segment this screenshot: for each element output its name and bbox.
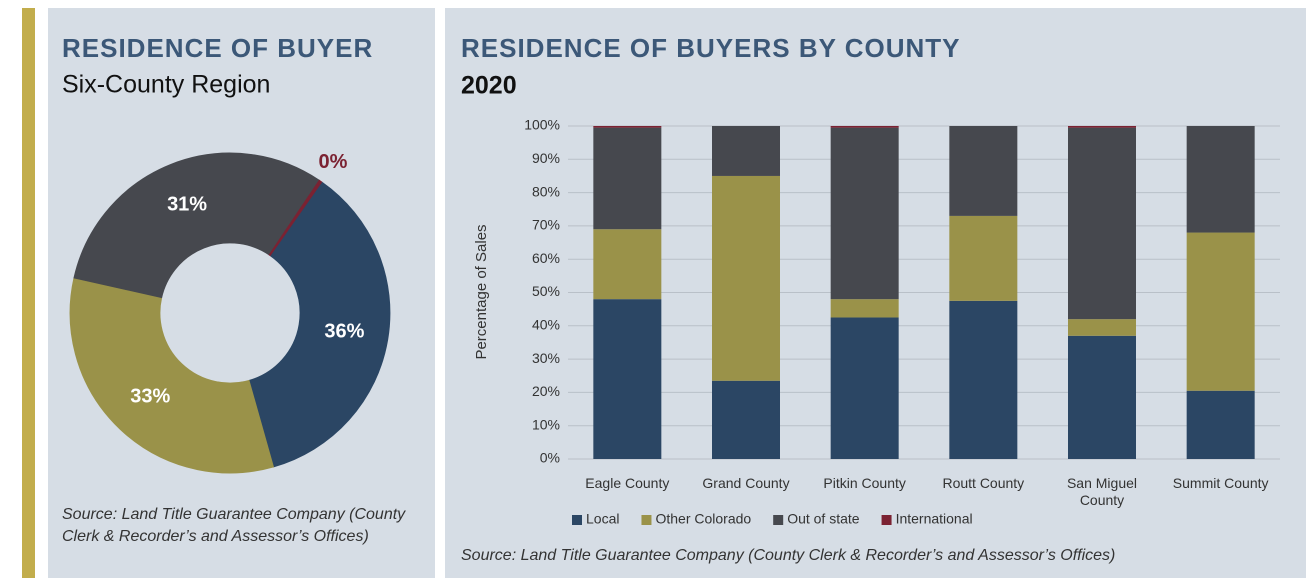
bar-segment <box>1068 126 1136 128</box>
bar-segment <box>712 126 780 176</box>
bar-segment <box>593 126 662 128</box>
y-tick-label: 80% <box>532 183 560 199</box>
bar-segment <box>1186 232 1255 391</box>
bar-segment <box>949 215 1018 301</box>
legend-swatch <box>773 515 784 525</box>
y-tick-label: 30% <box>532 350 560 366</box>
slice-label: 33% <box>130 386 170 408</box>
bar-segment <box>830 127 899 300</box>
legend-label: Other Colorado <box>655 511 751 527</box>
x-tick-label: Eagle County <box>585 475 670 491</box>
bar-segment <box>1186 390 1255 459</box>
legend-label: Out of state <box>787 511 860 527</box>
pie-title: RESIDENCE OF BUYER <box>62 33 373 63</box>
y-tick-label: 40% <box>532 317 560 333</box>
bar-segment <box>1068 335 1136 459</box>
legend-swatch <box>572 515 582 525</box>
x-tick-label: Pitkin County <box>823 475 906 491</box>
bar-subtitle: 2020 <box>461 72 517 100</box>
bar-segment <box>830 126 899 128</box>
bar-segment <box>830 299 899 318</box>
y-tick-label: 0% <box>540 450 560 466</box>
pie-subtitle: Six-County Region <box>62 71 270 99</box>
y-axis-label: Percentage of Sales <box>473 224 490 359</box>
bar-segment <box>1186 126 1255 233</box>
legend-label: International <box>896 511 973 527</box>
bar-segment <box>593 229 662 300</box>
bar-segment <box>1068 319 1136 336</box>
slice-label: 0% <box>319 151 348 173</box>
y-tick-label: 10% <box>532 416 560 432</box>
bar-segment <box>949 300 1018 459</box>
y-tick-label: 90% <box>532 150 560 166</box>
legend-swatch <box>881 515 892 525</box>
pie-slice <box>248 181 391 468</box>
bar-source: Source: Land Title Guarantee Company (Co… <box>461 547 1116 564</box>
bar-segment <box>712 175 780 381</box>
bar-segment <box>593 127 662 230</box>
slice-label: 36% <box>324 321 364 343</box>
pie-slice <box>268 179 323 257</box>
x-tick-label: Routt County <box>942 475 1025 491</box>
legend-swatch <box>641 515 652 525</box>
bar-segment <box>593 299 662 459</box>
y-tick-label: 60% <box>532 250 560 266</box>
x-tick-label: Summit County <box>1172 475 1269 491</box>
bar-segment <box>1068 127 1136 320</box>
pie-slice <box>69 277 275 474</box>
pie-source: Source: Land Title Guarantee Company (Co… <box>62 506 406 545</box>
accent-bar <box>22 8 35 578</box>
y-tick-label: 70% <box>532 217 560 233</box>
bar-segment <box>830 317 899 459</box>
y-tick-label: 50% <box>532 283 560 299</box>
x-tick-label: Grand County <box>702 475 790 491</box>
y-tick-label: 100% <box>524 117 560 133</box>
x-tick-label: San Miguel County <box>1066 475 1138 508</box>
bar-title: RESIDENCE OF BUYERS BY COUNTY <box>461 33 960 63</box>
y-tick-label: 20% <box>532 383 560 399</box>
pie-slice <box>73 152 320 299</box>
bar-segment <box>949 126 1018 216</box>
slice-label: 31% <box>167 194 207 216</box>
bar-segment <box>712 380 780 459</box>
legend-label: Local <box>586 511 619 527</box>
